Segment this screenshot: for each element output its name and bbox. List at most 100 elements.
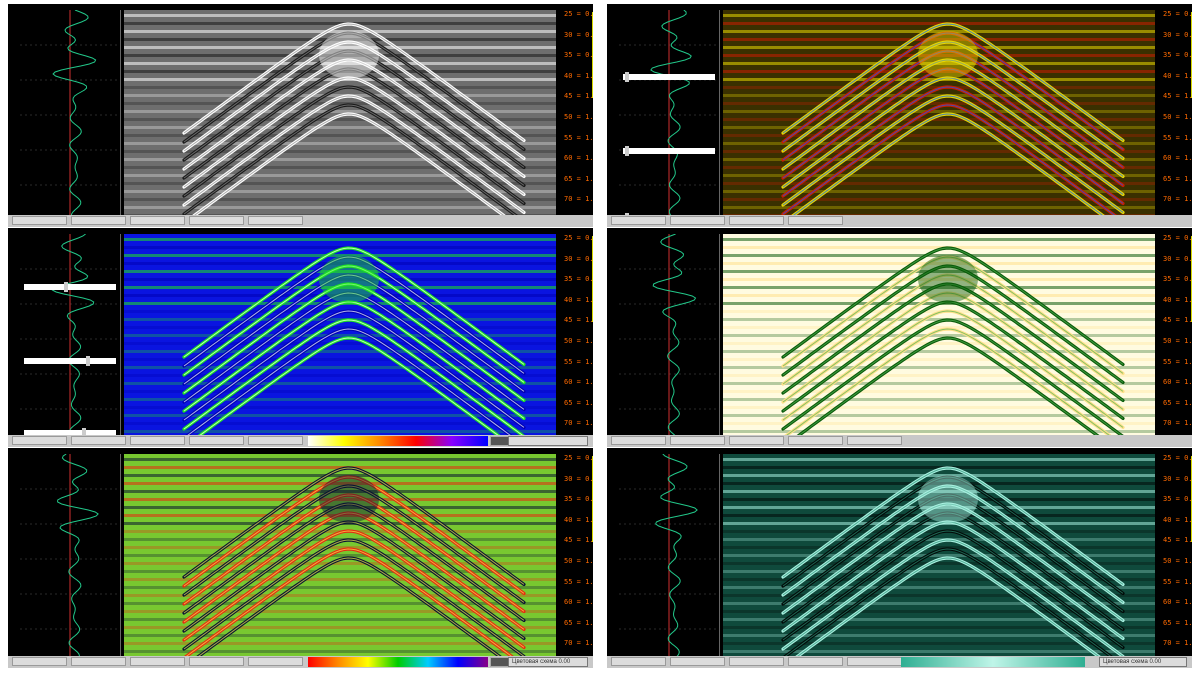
toolbar-button[interactable]	[130, 216, 185, 225]
gain-slider[interactable]	[24, 282, 116, 292]
reflection-band	[124, 142, 556, 145]
reflection-band	[124, 94, 556, 97]
toolbar-button[interactable]	[611, 436, 666, 445]
depth-scale: 25 = 0.68 30 = 0.82 35 = 0.95 40 = 1.09 45 =…	[558, 232, 593, 445]
toolbar-button[interactable]	[670, 216, 725, 225]
toolbar-button[interactable]	[12, 436, 67, 445]
hyperbola-reflection	[183, 292, 525, 410]
hyperbola-reflection	[183, 32, 525, 150]
gain-slider[interactable]	[623, 72, 715, 82]
reflection-band	[723, 150, 1155, 153]
palette-preview[interactable]	[308, 657, 488, 667]
radargram-canvas[interactable]	[723, 10, 1155, 221]
hyperbola-reflection	[786, 113, 1108, 221]
reflection-band	[124, 30, 556, 33]
hyperbola-reflection	[183, 476, 525, 594]
toolbar-button[interactable]	[71, 216, 126, 225]
toolbar-panel-2	[607, 215, 1192, 227]
reflection-band	[723, 610, 1155, 613]
depth-label: 45 = 1.23	[564, 92, 593, 101]
hyperbola-reflection	[183, 503, 525, 621]
reflection-band	[124, 358, 556, 361]
radargram-canvas[interactable]	[124, 234, 556, 445]
depth-label: 50 = 1.36	[564, 113, 593, 121]
gain-slider[interactable]	[623, 146, 715, 156]
radargram-canvas[interactable]	[124, 10, 556, 221]
reflection-band	[124, 238, 556, 241]
radargram-canvas[interactable]	[723, 234, 1155, 445]
reflection-band	[723, 458, 1155, 461]
reflection-band	[124, 602, 556, 605]
palette-preview[interactable]	[308, 436, 488, 446]
depth-label: 25 = 0.68	[1163, 234, 1192, 242]
gain-slider[interactable]	[24, 428, 116, 438]
radargram-canvas[interactable]	[723, 454, 1155, 665]
slider-knob[interactable]	[625, 72, 629, 82]
radar-panel-blue-green: 25 = 0.68 30 = 0.82 35 = 0.95 40 = 1.09 45 =…	[8, 228, 593, 445]
toolbar-button[interactable]	[788, 436, 843, 445]
reflection-band	[723, 46, 1155, 49]
depth-label: 35 = 0.95	[564, 51, 593, 60]
toolbar-button[interactable]	[130, 657, 185, 666]
reflection-band	[723, 62, 1155, 65]
hyperbola-reflection	[183, 548, 521, 663]
toolbar-button[interactable]	[12, 657, 67, 666]
toolbar-button[interactable]	[189, 436, 244, 445]
toolbar-button[interactable]	[847, 436, 902, 445]
hyperbola-reflection	[782, 256, 1124, 374]
toolbar-button[interactable]	[130, 436, 185, 445]
toolbar-button[interactable]	[248, 657, 303, 666]
apex-highlight	[319, 255, 379, 303]
hyperbola-reflection	[782, 104, 1120, 219]
toolbar-button[interactable]	[12, 216, 67, 225]
toolbar-panel-3	[8, 435, 593, 447]
palette-select[interactable]	[508, 436, 588, 446]
radargram-canvas[interactable]	[124, 454, 556, 665]
toolbar-button[interactable]	[788, 657, 843, 666]
reflection-band	[723, 642, 1155, 645]
toolbar-button[interactable]	[71, 436, 126, 445]
reflection-band	[124, 102, 556, 105]
hyperbola-reflection	[782, 328, 1120, 443]
toolbar-button[interactable]	[611, 657, 666, 666]
palette-select-value: 0.00	[558, 659, 571, 665]
toolbar-button[interactable]	[71, 657, 126, 666]
reflection-band	[124, 474, 556, 477]
slider-knob[interactable]	[64, 282, 68, 292]
reflection-band	[723, 174, 1155, 177]
toolbar-button[interactable]	[189, 657, 244, 666]
hyperbola-reflection	[782, 310, 1124, 428]
depth-label: 50 = 1.36	[1163, 113, 1192, 121]
toolbar-button[interactable]	[670, 657, 725, 666]
toolbar-button[interactable]	[189, 216, 244, 225]
reflection-band	[124, 54, 556, 57]
reflection-band	[723, 278, 1155, 281]
toolbar-button[interactable]	[670, 436, 725, 445]
slider-knob[interactable]	[625, 146, 629, 156]
hyperbola-reflection	[782, 59, 1124, 177]
reflection-band	[124, 158, 556, 161]
toolbar-button[interactable]	[248, 216, 303, 225]
slider-knob[interactable]	[82, 428, 86, 438]
depth-label: 55 = 1.50	[564, 133, 593, 142]
toolbar-button[interactable]	[847, 657, 902, 666]
depth-label: 35 = 0.95	[1163, 51, 1192, 60]
toolbar-button[interactable]	[248, 436, 303, 445]
palette-select[interactable]: Цветовая схема 0.00	[508, 657, 588, 667]
reflection-band	[124, 466, 556, 469]
hyperbola-reflection	[183, 319, 525, 437]
gain-slider[interactable]	[24, 356, 116, 366]
palette-preview[interactable]	[901, 657, 1085, 667]
hyperbola-reflection	[183, 23, 525, 141]
palette-select[interactable]: Цветовая схема 0.00	[1099, 657, 1187, 667]
toolbar-button[interactable]	[729, 216, 784, 225]
toolbar-button[interactable]	[729, 657, 784, 666]
trace-waveform	[57, 454, 99, 665]
toolbar-button[interactable]	[788, 216, 843, 225]
slider-knob[interactable]	[86, 356, 90, 366]
reflection-band	[124, 150, 556, 153]
hyperbola-reflection	[782, 32, 1124, 150]
hyperbola-reflection	[183, 50, 525, 168]
toolbar-button[interactable]	[729, 436, 784, 445]
toolbar-button[interactable]	[611, 216, 666, 225]
